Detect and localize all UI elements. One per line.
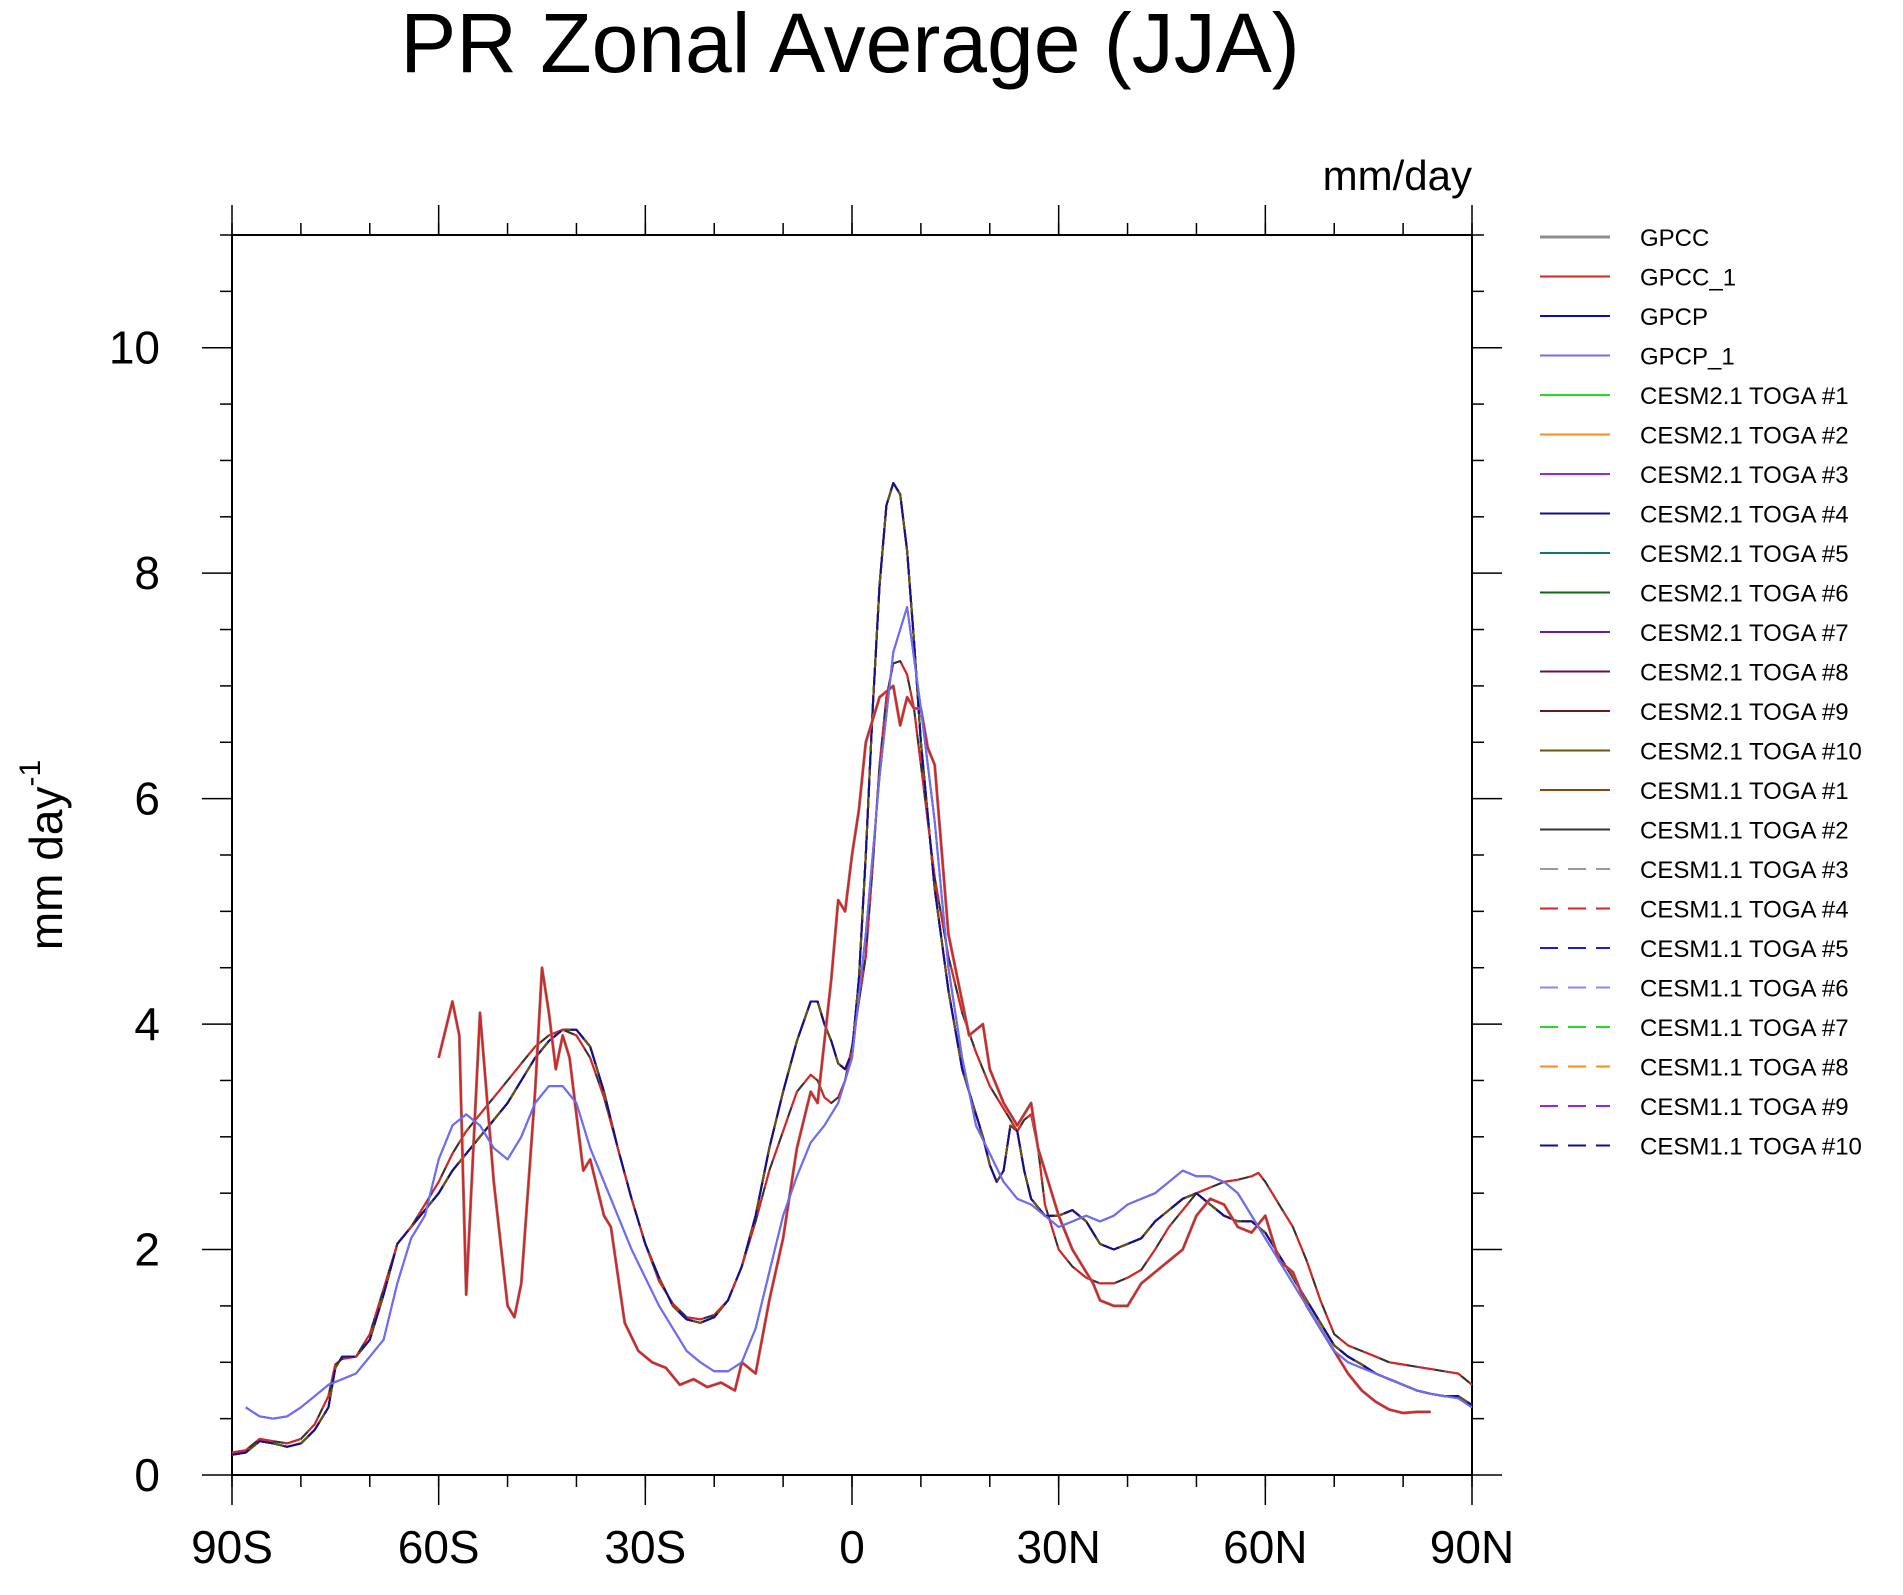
legend-label: CESM2.1 TOGA #2: [1640, 423, 1849, 450]
axis-ticks: 90S 60S 30S 0 30N 60N 90N 0 2 4 6 8 10: [109, 205, 1514, 1573]
series-line-9: [231, 482, 1473, 1456]
series-line-24: [231, 482, 1473, 1456]
legend-label: GPCP: [1640, 304, 1708, 331]
series-line-2: [437, 684, 1431, 1414]
legend: GPCC GPCC_1 GPCP GPCP_1 CESM2.1 TOGA #1 CESM2…: [1540, 225, 1862, 1161]
units-label: mm/day: [1323, 152, 1472, 199]
legend-label: CESM2.1 TOGA #7: [1640, 620, 1849, 647]
legend-label: CESM2.1 TOGA #9: [1640, 699, 1849, 726]
legend-label: CESM1.1 TOGA #9: [1640, 1094, 1849, 1121]
x-tick-label: 60S: [398, 1521, 480, 1573]
legend-label: CESM1.1 TOGA #2: [1640, 818, 1849, 845]
series-line-18: [231, 660, 1473, 1454]
legend-label: GPCC_1: [1640, 265, 1736, 292]
legend-label: GPCC: [1640, 225, 1709, 252]
series-line-6: [231, 482, 1473, 1456]
legend-label: GPCP_1: [1640, 344, 1735, 371]
series-line-1: [437, 684, 1431, 1415]
x-tick-label: 90N: [1430, 1521, 1514, 1573]
series-line-7: [231, 482, 1473, 1456]
series-line-8: [231, 482, 1473, 1456]
legend-label: CESM2.1 TOGA #6: [1640, 581, 1849, 608]
series-line-5: [231, 482, 1473, 1456]
legend-label: CESM1.1 TOGA #8: [1640, 1055, 1849, 1082]
series-line-13: [231, 482, 1473, 1456]
y-tick-label: 2: [134, 1224, 160, 1276]
x-tick-label: 30S: [604, 1521, 686, 1573]
chart-title: PR Zonal Average (JJA): [400, 0, 1300, 90]
legend-label: CESM1.1 TOGA #5: [1640, 936, 1849, 963]
series-line-21: [231, 482, 1473, 1456]
legend-label: CESM1.1 TOGA #1: [1640, 778, 1849, 805]
legend-label: CESM2.1 TOGA #3: [1640, 462, 1849, 489]
legend-label: CESM2.1 TOGA #8: [1640, 660, 1849, 687]
legend-label: CESM1.1 TOGA #10: [1640, 1134, 1862, 1161]
series-line-11: [231, 482, 1473, 1456]
legend-label: CESM1.1 TOGA #6: [1640, 976, 1849, 1003]
legend-label: CESM2.1 TOGA #5: [1640, 541, 1849, 568]
series-line-22: [231, 482, 1473, 1456]
legend-label: CESM2.1 TOGA #4: [1640, 502, 1849, 529]
series-line-19: [231, 482, 1473, 1456]
y-tick-label: 4: [134, 998, 160, 1050]
series-line-12: [231, 482, 1473, 1456]
y-tick-label: 6: [134, 773, 160, 825]
legend-label: CESM1.1 TOGA #7: [1640, 1015, 1849, 1042]
x-tick-label: 60N: [1223, 1521, 1307, 1573]
y-axis-title: mm day-1: [14, 760, 72, 950]
series-line-4: [245, 606, 1473, 1420]
series-line-14: [231, 482, 1473, 1456]
x-tick-label: 30N: [1016, 1521, 1100, 1573]
x-tick-label: 90S: [191, 1521, 273, 1573]
series-line-23: [231, 482, 1473, 1456]
y-tick-label: 10: [109, 322, 160, 374]
series-line-10: [231, 482, 1473, 1456]
x-tick-label: 0: [839, 1521, 865, 1573]
y-tick-label: 8: [134, 547, 160, 599]
series-line-20: [231, 482, 1473, 1456]
legend-label: CESM1.1 TOGA #3: [1640, 857, 1849, 884]
legend-label: CESM2.1 TOGA #10: [1640, 739, 1862, 766]
series-line-3: [245, 606, 1473, 1420]
y-tick-label: 0: [134, 1449, 160, 1501]
legend-label: CESM1.1 TOGA #4: [1640, 897, 1849, 924]
series-lines: [231, 482, 1473, 1456]
legend-label: CESM2.1 TOGA #1: [1640, 383, 1849, 410]
